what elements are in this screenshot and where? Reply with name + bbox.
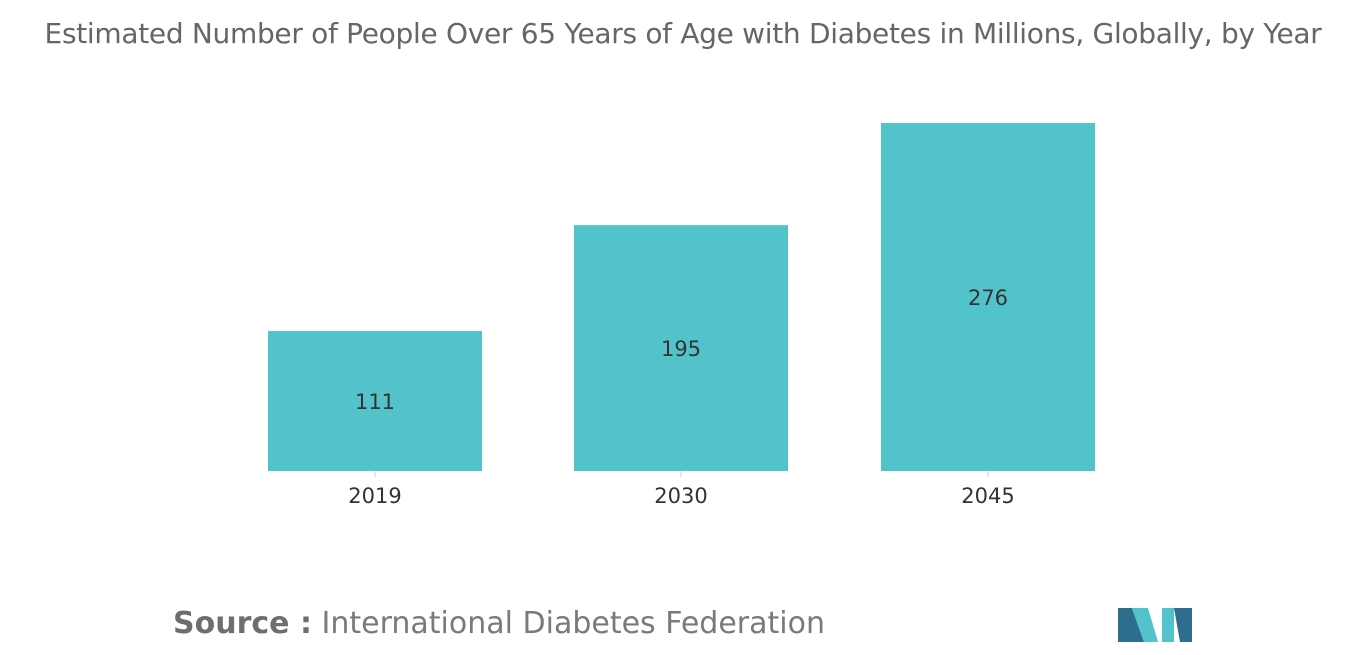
x-axis-ticks-group: 2019 2030 2045 xyxy=(348,471,1015,508)
bar-2045 xyxy=(881,123,1095,471)
logo-right-dark-shape xyxy=(1174,608,1192,642)
logo-right-light-shape xyxy=(1162,608,1174,642)
bar-2030 xyxy=(574,225,788,471)
chart-title: Estimated Number of People Over 65 Years… xyxy=(44,17,1322,50)
company-logo-icon xyxy=(1118,608,1192,642)
x-tick-label-2045: 2045 xyxy=(961,484,1014,508)
x-tick-label-2030: 2030 xyxy=(654,484,707,508)
data-labels-group: 111 195 276 xyxy=(355,286,1008,414)
source-text: International Diabetes Federation xyxy=(321,606,825,641)
data-label-2019: 111 xyxy=(355,390,395,414)
logo-left-dark-shape xyxy=(1118,608,1144,642)
source-label: Source : xyxy=(173,606,312,641)
bars-group xyxy=(268,123,1095,471)
bar-chart: 111 195 276 2019 2030 2045 xyxy=(268,123,1095,508)
x-tick-label-2019: 2019 xyxy=(348,484,401,508)
data-label-2030: 195 xyxy=(661,337,701,361)
data-label-2045: 276 xyxy=(968,286,1008,310)
bar-2019 xyxy=(268,331,482,471)
logo-left-light-shape xyxy=(1132,608,1158,642)
source-line: Source : International Diabetes Federati… xyxy=(173,606,825,641)
